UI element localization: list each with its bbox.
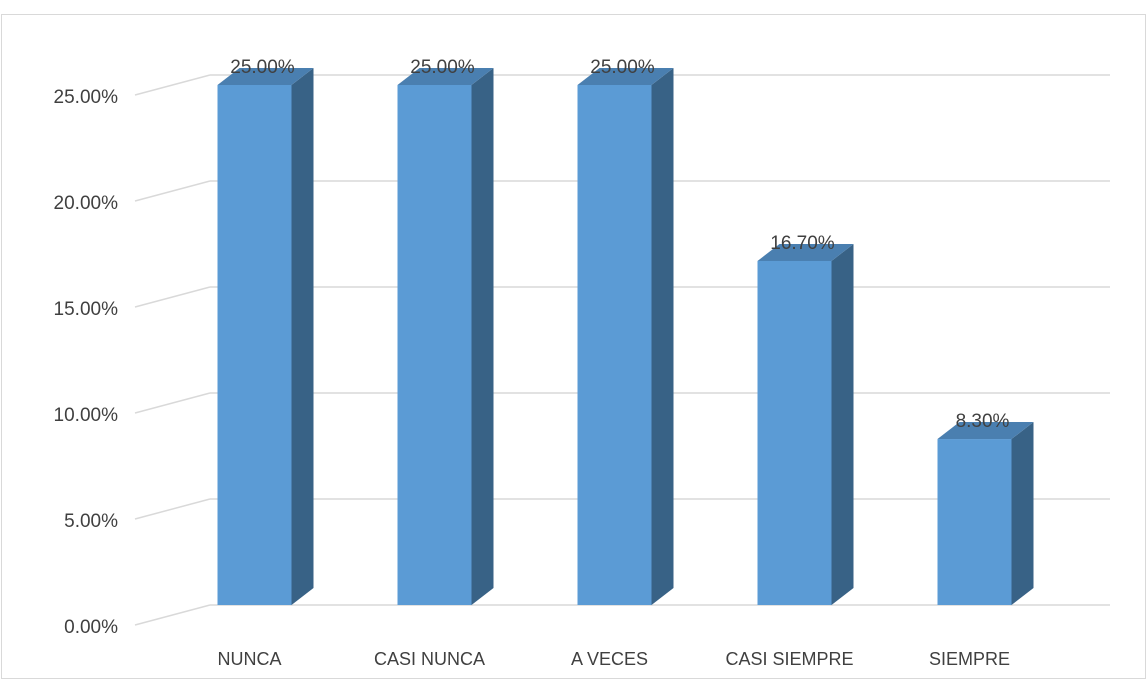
gridline-diagonal	[134, 498, 211, 520]
x-tick-label: SIEMPRE	[929, 649, 1010, 669]
x-tick-label: A VECES	[571, 649, 648, 669]
y-tick-label: 0.00%	[64, 617, 118, 638]
bar-side	[651, 68, 674, 605]
gridline-diagonal	[134, 74, 211, 96]
y-tick-label: 5.00%	[64, 511, 118, 532]
y-tick-label: 20.00%	[54, 193, 119, 214]
x-tick-label: NUNCA	[217, 649, 281, 669]
bar-side	[291, 68, 314, 605]
bars	[217, 68, 1034, 605]
x-tick-label: CASI SIEMPRE	[725, 649, 853, 669]
data-label: 25.00%	[590, 57, 655, 78]
bar-front	[217, 85, 292, 605]
x-axis-ticks: NUNCA CASI NUNCA A VECES CASI SIEMPRE SIEMPR…	[217, 649, 1010, 669]
y-tick-label: 15.00%	[54, 299, 119, 320]
gridline-diagonal	[134, 180, 211, 202]
bar	[757, 243, 854, 605]
bar-side	[1011, 422, 1034, 605]
data-label: 25.00%	[410, 57, 475, 78]
bar-front	[937, 439, 1012, 605]
data-labels: 25.00% 25.00% 25.00% 16.70% 8.30%	[230, 57, 1009, 432]
bar-top	[937, 422, 1034, 440]
bar-front	[397, 85, 472, 605]
bar	[937, 422, 1034, 605]
y-tick-label: 10.00%	[54, 405, 119, 426]
gridline-diagonal	[134, 392, 211, 414]
bar	[217, 68, 314, 605]
bar-front	[757, 260, 832, 605]
gridline-diagonal	[134, 604, 211, 626]
data-label: 25.00%	[230, 57, 295, 78]
bar-top	[577, 68, 674, 85]
y-tick-label: 25.00%	[54, 87, 119, 108]
data-label: 16.70%	[770, 233, 835, 254]
bar-side	[471, 68, 494, 605]
y-axis-ticks: 0.00% 5.00% 10.00% 15.00% 20.00% 25.00%	[54, 87, 119, 638]
x-tick-label: CASI NUNCA	[374, 649, 485, 669]
bar-top	[217, 68, 314, 85]
bar	[577, 68, 674, 605]
bar	[397, 68, 494, 605]
bar-top	[757, 243, 854, 261]
bar-top	[397, 68, 494, 85]
gridline-diagonal	[134, 286, 211, 308]
bar-side	[831, 243, 854, 605]
data-label: 8.30%	[956, 411, 1010, 432]
bar-front	[577, 85, 652, 605]
